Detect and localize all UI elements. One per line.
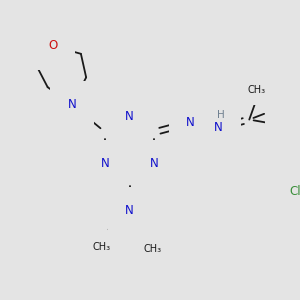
Text: H: H <box>217 110 224 120</box>
Text: CH₃: CH₃ <box>247 85 265 95</box>
Text: N: N <box>149 157 158 170</box>
Text: N: N <box>214 121 223 134</box>
Text: CH₃: CH₃ <box>93 242 111 252</box>
Text: O: O <box>48 40 58 52</box>
Text: N: N <box>101 157 110 170</box>
Text: CH₃: CH₃ <box>143 244 161 254</box>
Text: N: N <box>68 98 76 111</box>
Text: Cl: Cl <box>289 185 300 198</box>
Text: N: N <box>125 110 134 123</box>
Text: N: N <box>125 204 134 218</box>
Text: N: N <box>186 116 195 129</box>
